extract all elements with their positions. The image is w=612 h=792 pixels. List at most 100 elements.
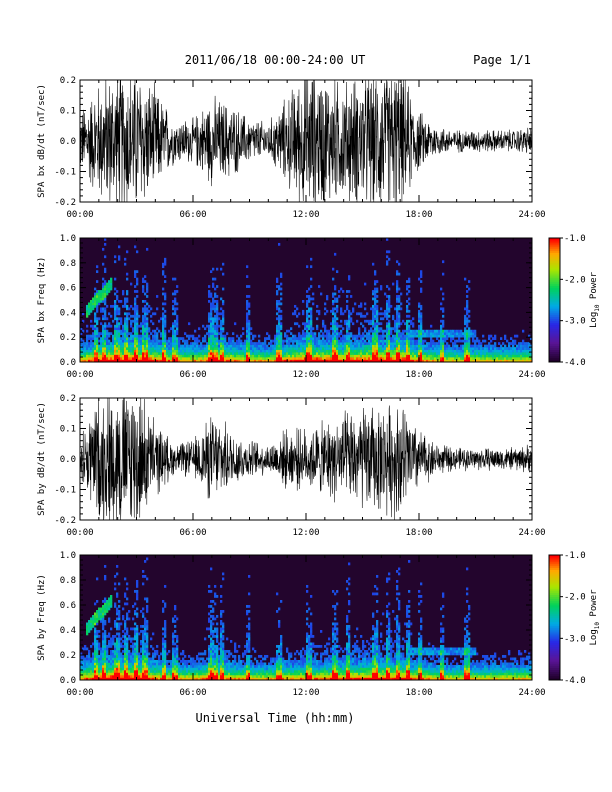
spectrogram-cell (194, 337, 197, 340)
spectrogram-cell (340, 359, 343, 363)
spectrogram-cell (184, 332, 187, 336)
spectrogram-cell (310, 297, 313, 301)
spectrogram-cell (212, 267, 215, 271)
spectrogram-cell (84, 359, 87, 363)
spectrogram-cell (512, 354, 515, 358)
spectrogram-cell (312, 342, 315, 345)
spectrogram-cell (392, 349, 395, 353)
spectrogram-cell (454, 357, 457, 360)
spectrogram-cell (306, 332, 309, 336)
spectrogram-cell (96, 670, 99, 673)
spectrogram-cell (142, 317, 145, 321)
spectrogram-cell (360, 314, 363, 318)
spectrogram-cell (138, 342, 141, 345)
spectrogram-cell (158, 339, 161, 343)
spectrogram-cell (246, 329, 249, 333)
spectrogram-cell (284, 354, 287, 358)
spectrogram-cell (124, 637, 127, 641)
spectrogram-cell (202, 344, 205, 348)
spectrogram-cell (196, 662, 199, 666)
spectrogram-cell (530, 359, 533, 363)
spectrogram-cell (352, 359, 355, 363)
spectrogram-cell (156, 675, 159, 678)
spectrogram-cell (292, 344, 295, 348)
spectrogram-cell (380, 329, 383, 333)
spectrogram-cell (136, 677, 139, 681)
spectrogram-cell (134, 672, 137, 676)
spectrogram-cell (232, 344, 235, 348)
spectrogram-cell (240, 339, 243, 343)
spectrogram-cell (154, 672, 157, 676)
spectrogram-cell (346, 357, 349, 360)
spectrogram-cell (138, 662, 141, 666)
colorbar-step (549, 331, 560, 334)
spectrogram-cell (436, 329, 439, 333)
spectrogram-cell (214, 295, 217, 298)
spectrogram-cell (142, 642, 145, 646)
spectrogram-cell (88, 625, 91, 628)
spectrogram-cell (196, 665, 199, 668)
spectrogram-cell (154, 357, 157, 360)
spectrogram-cell (228, 337, 231, 340)
spectrogram-cell (382, 344, 385, 348)
spectrogram-cell (186, 667, 189, 671)
spectrogram-cell (192, 670, 195, 673)
spectrogram-cell (388, 337, 391, 340)
spectrogram-cell (96, 615, 99, 618)
spectrogram-cell (182, 349, 185, 353)
spectrogram-cell (170, 327, 173, 331)
spectrogram-cell (194, 352, 197, 355)
spectrogram-cell (524, 354, 527, 358)
spectrogram-cell (198, 672, 201, 676)
spectrogram-cell (158, 670, 161, 673)
spectrogram-cell (440, 349, 443, 353)
spectrogram-cell (102, 607, 105, 611)
spectrogram-cell (158, 655, 161, 658)
spectrogram-cell (498, 359, 501, 363)
colorbar-label-sub: 10 (594, 304, 601, 312)
spectrogram-cell (338, 324, 341, 328)
spectrogram-cell (270, 339, 273, 343)
spectrogram-cell (454, 344, 457, 348)
spectrogram-cell (190, 357, 193, 360)
spectrogram-cell (210, 342, 213, 345)
spectrogram-cell (134, 627, 137, 631)
spectrogram-cell (334, 354, 337, 358)
spectrogram-cell (196, 344, 199, 348)
spectrogram-cell (270, 357, 273, 360)
spectrogram-cell (98, 357, 101, 360)
spectrogram-cell (308, 342, 311, 345)
spectrogram-cell (80, 344, 83, 348)
spectrogram-cell (174, 672, 177, 676)
spectrogram-cell (330, 352, 333, 355)
spectrogram-cell (194, 349, 197, 353)
spectrogram-cell (250, 352, 253, 355)
x-tick-label: 12:00 (292, 370, 319, 380)
colorbar-step (549, 320, 560, 324)
spectrogram-cell (464, 339, 467, 343)
spectrogram-cell (314, 339, 317, 343)
spectrogram-cell (220, 329, 223, 333)
spectrogram-cell (412, 339, 415, 343)
spectrogram-cell (208, 662, 211, 666)
spectrogram-cell (302, 332, 305, 336)
spectrogram-cell (276, 327, 279, 331)
spectrogram-cell (126, 357, 129, 360)
spectrogram-cell (440, 287, 443, 291)
spectrogram-cell (520, 347, 523, 350)
spectrogram-cell (220, 357, 223, 360)
spectrogram-cell (200, 344, 203, 348)
spectrogram-cell (92, 660, 95, 663)
spectrogram-cell (396, 297, 399, 301)
spectrogram-cell (104, 352, 107, 355)
spectrogram-cell (142, 607, 145, 611)
spectrogram-cell (134, 332, 137, 336)
spectrogram-cell (96, 675, 99, 678)
spectrogram-cell (90, 657, 93, 661)
spectrogram-cell (96, 652, 99, 656)
spectrogram-cell (146, 344, 149, 348)
spectrogram-cell (200, 347, 203, 350)
spectrogram-cell (214, 334, 217, 338)
spectrogram-cell (104, 605, 107, 608)
spectrogram-cell (454, 354, 457, 358)
